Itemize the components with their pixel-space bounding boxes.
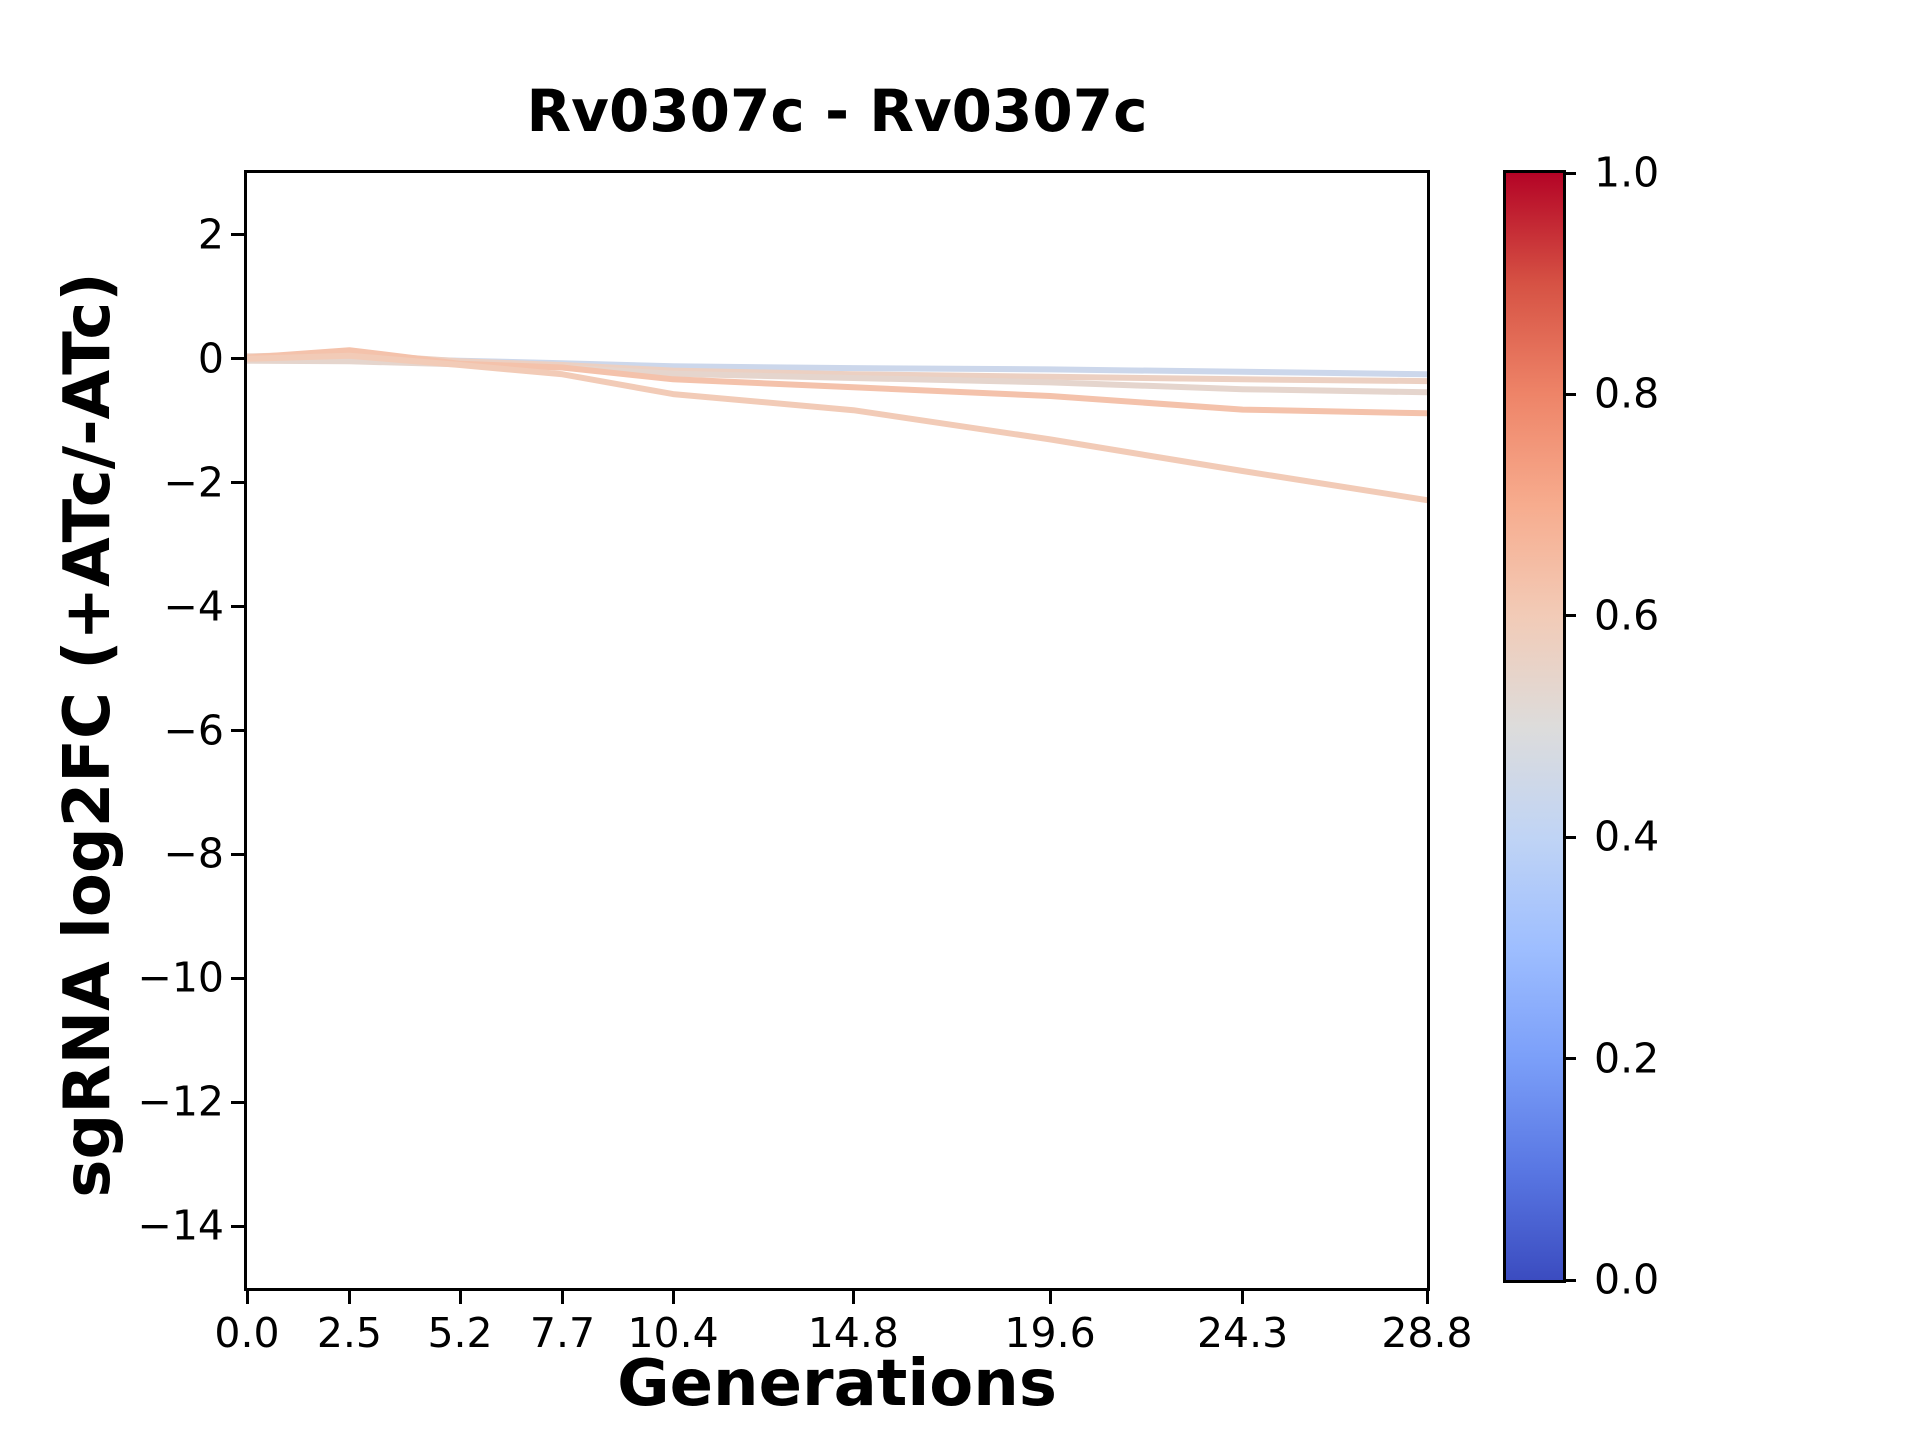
y-tick-mark: [231, 852, 244, 856]
colorbar-tick-label: 1.0: [1594, 148, 1660, 197]
y-tick-mark: [231, 729, 244, 732]
x-tick-label: 28.8: [1381, 1309, 1473, 1357]
colorbar: [1503, 170, 1566, 1283]
x-axis-label: Generations: [617, 1347, 1057, 1421]
y-tick-mark: [231, 233, 244, 237]
y-tick-label: −2: [163, 458, 224, 507]
x-tick-mark: [1241, 1291, 1245, 1304]
colorbar-tick-label: 0.0: [1594, 1255, 1660, 1304]
y-tick-label: −6: [163, 706, 224, 754]
y-tick-label: 2: [197, 210, 224, 259]
y-tick-label: 0: [197, 334, 224, 383]
x-tick-label: 24.3: [1196, 1309, 1289, 1357]
x-tick-label: 19.6: [1004, 1309, 1096, 1357]
x-tick-mark: [671, 1291, 675, 1304]
y-tick-mark: [231, 357, 244, 361]
colorbar-tick-label: 0.6: [1594, 591, 1660, 640]
x-tick-label: 14.8: [807, 1309, 900, 1357]
colorbar-tick-mark: [1563, 392, 1576, 396]
x-tick-mark: [458, 1291, 462, 1304]
x-tick-mark: [1048, 1291, 1052, 1304]
colorbar-tick-mark: [1563, 1057, 1576, 1061]
x-tick-label: 2.5: [316, 1309, 383, 1357]
y-tick-mark: [231, 976, 244, 980]
y-tick-label: −8: [163, 829, 224, 878]
colorbar-tick-mark: [1563, 614, 1576, 618]
plot-area: [244, 170, 1430, 1291]
chart-title: Rv0307c - Rv0307c: [526, 77, 1148, 145]
series-line-3: [247, 357, 1427, 396]
x-tick-label: 0.0: [214, 1309, 280, 1357]
x-tick-mark: [851, 1291, 855, 1304]
x-tick-label: 5.2: [427, 1309, 493, 1357]
y-tick-label: −4: [163, 582, 224, 631]
line-series-canvas: [247, 347, 1427, 504]
x-tick-mark: [560, 1291, 564, 1304]
y-tick-label: −12: [137, 1077, 224, 1126]
colorbar-tick-label: 0.4: [1594, 812, 1660, 861]
y-tick-mark: [231, 605, 244, 609]
y-tick-label: −10: [137, 953, 224, 1002]
colorbar-tick-label: 0.8: [1594, 369, 1660, 418]
x-tick-mark: [1425, 1291, 1429, 1304]
colorbar-tick-mark: [1563, 1278, 1576, 1282]
y-tick-mark: [231, 1100, 244, 1104]
x-tick-label: 7.7: [529, 1309, 596, 1357]
x-tick-label: 10.4: [627, 1309, 719, 1357]
series-line-5: [247, 352, 1427, 504]
y-tick-mark: [231, 1224, 244, 1228]
colorbar-tick-mark: [1563, 835, 1576, 839]
y-tick-mark: [231, 481, 244, 485]
colorbar-tick-label: 0.2: [1594, 1034, 1660, 1083]
colorbar-tick-mark: [1563, 171, 1576, 175]
y-tick-label: −14: [137, 1201, 224, 1250]
x-tick-mark: [245, 1291, 249, 1304]
series-line-4: [247, 347, 1427, 417]
x-tick-mark: [347, 1291, 351, 1304]
